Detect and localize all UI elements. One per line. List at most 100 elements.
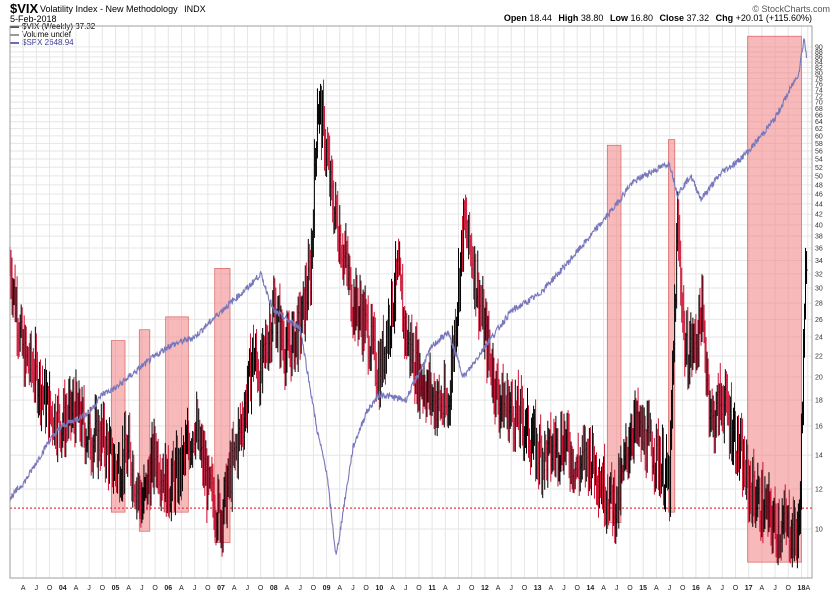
legend-volume-swatch [10, 33, 19, 36]
x-tick-label: 06 [164, 585, 172, 592]
x-tick-label: O [205, 585, 211, 592]
x-tick-label: O [574, 585, 580, 592]
y-tick-label: 78 [815, 76, 823, 83]
x-tick-label: 10 [375, 585, 383, 592]
y-tick-label: 36 [815, 245, 823, 252]
x-tick-label: J [35, 585, 39, 592]
legend-spx-swatch [10, 41, 19, 44]
x-tick-label: 07 [217, 585, 225, 592]
chart-header: $VIX Volatility Index - New Methodology … [10, 0, 830, 47]
x-tick-label: O [522, 585, 528, 592]
x-tick-label: J [140, 585, 144, 592]
x-tick-label: O [627, 585, 633, 592]
x-tick-label: J [351, 585, 355, 592]
y-tick-label: 80 [815, 70, 823, 77]
y-tick-label: 22 [815, 354, 823, 361]
y-tick-label: 12 [815, 487, 823, 494]
x-tick-label: A [337, 585, 342, 592]
x-tick-label: O [311, 585, 317, 592]
y-tick-label: 32 [815, 271, 823, 278]
low-label: Low [609, 13, 628, 23]
gridlines [10, 26, 812, 578]
x-tick-label: A [21, 585, 26, 592]
index-description: Volatility Index - New Methodology [40, 4, 178, 14]
x-tick-label: O [469, 585, 475, 592]
y-tick-label: 56 [815, 149, 823, 156]
close-value: 37.32 [686, 13, 710, 23]
y-tick-label: 50 [815, 173, 823, 180]
y-tick-label: 64 [815, 119, 823, 126]
x-tick-label: A [179, 585, 184, 592]
x-tick-label: 04 [59, 585, 67, 592]
y-tick-label: 48 [815, 182, 823, 189]
plot-frame [9, 25, 813, 579]
y-tick-label: 24 [815, 334, 823, 341]
x-tick-label: O [258, 585, 264, 592]
y-tick-label: 44 [815, 201, 823, 208]
highlight-zone [138, 329, 151, 532]
x-tick-label: O [786, 585, 792, 592]
y-tick-label: 46 [815, 192, 823, 199]
y-tick-label: 66 [815, 112, 823, 119]
highlight-zone [747, 35, 802, 563]
y-tick-label: 54 [815, 157, 823, 164]
x-tick-label: J [298, 585, 302, 592]
legend-vix: $VIX (Weekly) 37.32 [10, 22, 95, 31]
x-tick-label: J [510, 585, 514, 592]
y-tick-label: 20 [815, 374, 823, 381]
x-tick-label: J [457, 585, 461, 592]
y-tick-label: 38 [815, 234, 823, 241]
x-tick-label: J [721, 585, 725, 592]
x-tick-label: 09 [323, 585, 331, 592]
x-tick-label: 12 [481, 585, 489, 592]
y-tick-label: 16 [815, 423, 823, 430]
legend-volume-label: Volume undef [22, 30, 71, 39]
x-tick-label: O [416, 585, 422, 592]
open-value: 18.44 [529, 13, 552, 23]
x-tick-label: O [363, 585, 369, 592]
x-tick-label: 08 [270, 585, 278, 592]
y-tick-label: 28 [815, 301, 823, 308]
x-tick-label: J [193, 585, 197, 592]
vix-bars [9, 79, 808, 569]
y-tick-label: 76 [815, 82, 823, 89]
x-tick-label: A [601, 585, 606, 592]
x-tick-label: A [126, 585, 131, 592]
y-tick-label: 60 [815, 133, 823, 140]
index-name: Volatility Index - New Methodology INDX [40, 4, 206, 14]
y-tick-label: 10 [815, 527, 823, 534]
y-tick-label: 26 [815, 317, 823, 324]
x-tick-label: J [773, 585, 777, 592]
y-tick-label: 14 [815, 453, 823, 460]
legend-volume: Volume undef [10, 30, 71, 39]
x-tick-label: O [152, 585, 158, 592]
x-tick-label: O [47, 585, 53, 592]
y-tick-label: 18 [815, 398, 823, 405]
x-tick-label: 13 [534, 585, 542, 592]
y-tick-label: 88 [815, 49, 823, 56]
x-tick-label: 16 [692, 585, 700, 592]
stockcharts-logo: © StockCharts.com [752, 4, 830, 14]
x-tick-label: A [285, 585, 290, 592]
x-tick-label: J [87, 585, 91, 592]
x-tick-label: A [760, 585, 765, 592]
y-tick-label: 62 [815, 126, 823, 133]
chg-label: Chg [715, 13, 734, 23]
exchange-label: INDX [184, 4, 206, 14]
x-tick-label: A [74, 585, 79, 592]
x-tick-label: 18 [798, 585, 806, 592]
y-tick-label: 52 [815, 165, 823, 172]
y-tick-label: 40 [815, 222, 823, 229]
chg-value: +20.01 (+115.60%) [735, 13, 812, 23]
x-tick-label: 17 [745, 585, 753, 592]
symbol-title: $VIX [10, 1, 39, 16]
x-tick-label: 11 [428, 585, 436, 592]
x-tick-label: A [496, 585, 501, 592]
y-axis: 10 12 14 16 18 20 22 24 26 28 30 32 34 36 38 40 42 44 46 48… [815, 44, 823, 533]
y-tick-label: 42 [815, 212, 823, 219]
plot-border [9, 25, 813, 579]
x-tick-label: A [390, 585, 395, 592]
spx-line [9, 37, 808, 555]
low-value: 16.80 [630, 13, 653, 23]
